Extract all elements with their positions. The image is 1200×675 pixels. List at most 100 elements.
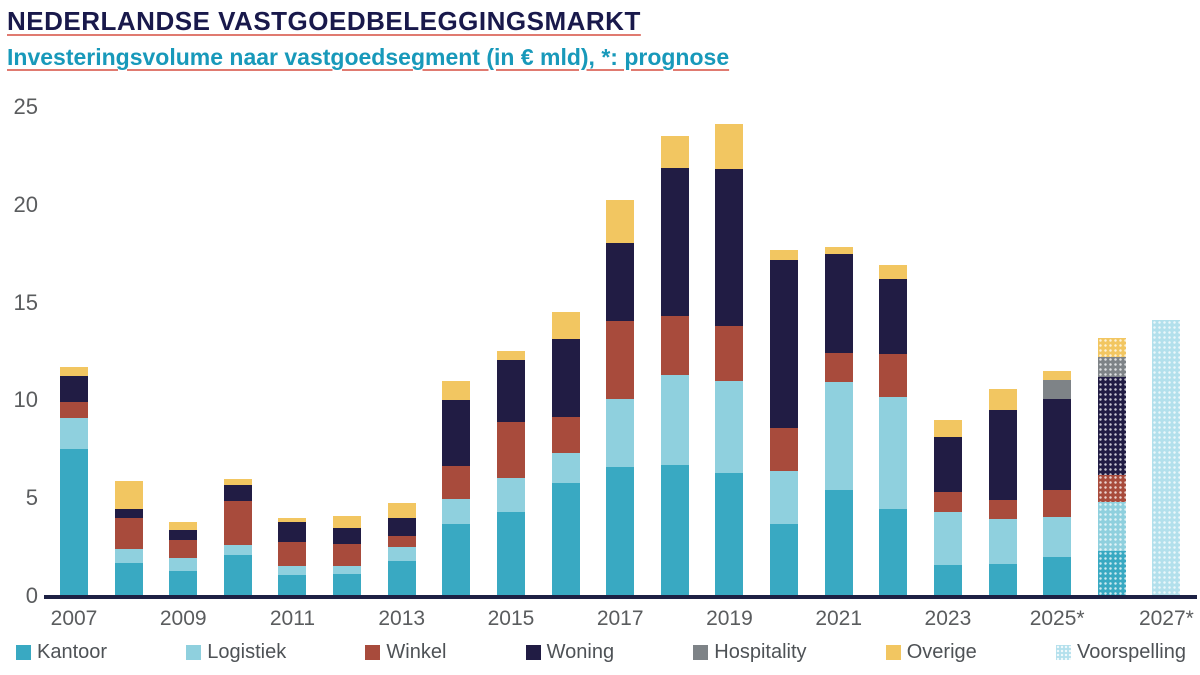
bar-2012 — [333, 515, 362, 596]
bar-2014-kantoor — [442, 523, 471, 596]
bar-2024-overige — [988, 388, 1017, 411]
chart-subtitle: Investeringsvolume naar vastgoedsegment … — [7, 44, 730, 70]
bar-2025 — [1043, 371, 1072, 596]
legend-swatch-overige — [885, 645, 901, 660]
legend-item-kantoor: Kantoor — [16, 641, 107, 664]
x-tick-2023: 2023 — [924, 607, 972, 630]
bar-2013-winkel — [387, 536, 416, 548]
legend-item-voorspelling: Voorspelling — [1055, 641, 1186, 664]
bar-2010-logistiek — [223, 545, 252, 555]
bar-2013-kantoor — [387, 560, 416, 596]
legend-item-overige: Overige — [885, 641, 977, 664]
bar-2012-logistiek — [333, 565, 362, 574]
bar-2016 — [551, 312, 580, 596]
bar-2015-kantoor — [496, 511, 525, 596]
legend-item-logistiek: Logistiek — [186, 641, 286, 664]
bar-2026-winkel — [1097, 474, 1126, 503]
bar-2026-woning — [1097, 376, 1126, 475]
bar-2014-logistiek — [442, 499, 471, 524]
bar-2020-logistiek — [770, 470, 799, 524]
bar-2021 — [824, 246, 853, 596]
bar-2017-winkel — [606, 321, 635, 400]
legend-swatch-kantoor — [16, 645, 31, 660]
bar-2025-kantoor — [1043, 556, 1072, 596]
bar-2018-kantoor — [660, 464, 689, 596]
bar-2010-winkel — [223, 501, 252, 546]
legend-swatch-winkel — [365, 645, 381, 660]
bar-2020-overige — [770, 249, 799, 260]
bar-2025-logistiek — [1043, 516, 1072, 557]
x-tick-2015: 2015 — [487, 607, 535, 630]
bar-2019-kantoor — [715, 472, 744, 596]
bar-2015-overige — [496, 350, 525, 361]
bar-2022-kantoor — [879, 508, 908, 596]
y-tick-15: 15 — [13, 289, 38, 315]
bar-2007 — [60, 367, 88, 596]
legend-label-kantoor: Kantoor — [37, 641, 108, 663]
bar-2021-woning — [824, 253, 853, 354]
bar-2022-logistiek — [879, 397, 908, 509]
bar-2021-overige — [824, 246, 853, 254]
bar-2012-woning — [333, 527, 362, 545]
bar-2008-logistiek — [114, 549, 143, 563]
bar-2007-logistiek — [60, 418, 88, 450]
bar-2008-overige — [114, 480, 143, 509]
bar-2010-overige — [223, 478, 252, 485]
bar-2009-kantoor — [169, 570, 198, 596]
x-tick-2021: 2021 — [815, 607, 863, 630]
bar-2013-logistiek — [387, 547, 416, 561]
y-tick-10: 10 — [13, 387, 38, 413]
bar-2018-logistiek — [660, 374, 689, 465]
bar-2012-winkel — [333, 544, 362, 566]
bar-2019 — [715, 123, 744, 596]
x-tick-2007: 2007 — [50, 607, 98, 630]
bar-2019-winkel — [715, 326, 744, 381]
y-tick-25: 25 — [13, 94, 38, 119]
x-axis-line — [44, 595, 1197, 599]
bar-2022-overige — [879, 264, 908, 280]
bar-2016-woning — [551, 338, 580, 418]
bar-2010-kantoor — [223, 554, 252, 596]
bar-2018-overige — [660, 136, 689, 168]
bar-2011-woning — [278, 521, 307, 543]
bar-2017-woning — [606, 242, 635, 322]
bar-2025-overige — [1043, 371, 1072, 380]
bar-2016-logistiek — [551, 453, 580, 483]
y-tick-5: 5 — [25, 485, 38, 511]
bar-2008-woning — [114, 508, 143, 518]
bar-2017-kantoor — [606, 466, 635, 596]
legend-label-overige: Overige — [906, 641, 977, 663]
bar-2023-kantoor — [933, 564, 962, 596]
bar-2022 — [879, 264, 908, 596]
y-tick-0: 0 — [25, 583, 38, 608]
legend-item-hospitality: Hospitality — [693, 641, 807, 664]
legend-label-hospitality: Hospitality — [714, 641, 807, 663]
bar-2007-overige — [60, 367, 88, 376]
bar-2023-overige — [933, 420, 962, 437]
bar-2019-woning — [715, 168, 744, 327]
bar-2015 — [496, 350, 525, 596]
bar-2016-kantoor — [551, 482, 580, 596]
legend-label-winkel: Winkel — [386, 641, 447, 663]
bar-2011-logistiek — [278, 565, 307, 576]
x-tick-2017: 2017 — [596, 607, 644, 630]
bar-2015-logistiek — [496, 477, 525, 512]
bar-2022-woning — [879, 279, 908, 355]
bar-2010-woning — [223, 484, 252, 502]
bar-2019-logistiek — [715, 380, 744, 473]
bar-2025-woning — [1043, 399, 1072, 491]
bar-2007-woning — [60, 376, 88, 403]
legend-item-winkel: Winkel — [365, 641, 446, 664]
bar-2021-kantoor — [824, 490, 853, 596]
legend: Kantoor Logistiek Winkel Woning Hospitality O… — [0, 641, 1200, 664]
bar-2027 — [1152, 320, 1181, 596]
bar-2012-kantoor — [333, 573, 362, 596]
bar-2009-logistiek — [169, 557, 198, 571]
bar-2020-winkel — [770, 427, 799, 471]
bar-2023-woning — [933, 436, 962, 493]
bar-2026-hospitality — [1097, 357, 1126, 377]
x-tick-2019: 2019 — [706, 607, 753, 630]
bar-2012-overige — [333, 515, 362, 528]
legend-swatch-woning — [525, 645, 541, 660]
